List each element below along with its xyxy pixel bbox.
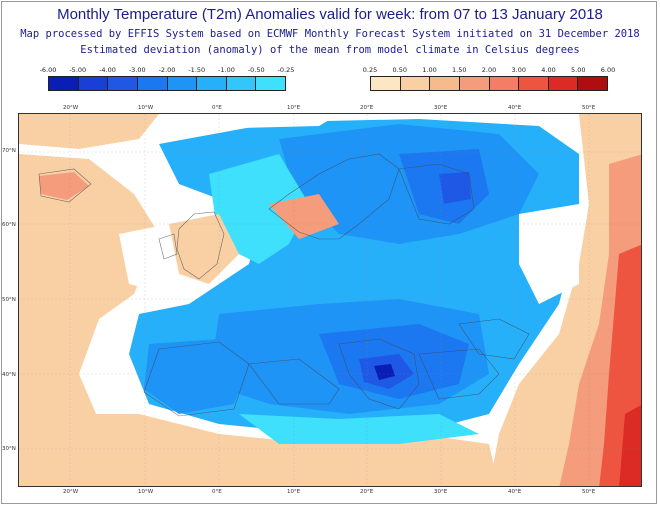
north-africa-warm: [19, 414, 499, 486]
legend-swatch: [137, 77, 168, 90]
legend-swatch: [256, 77, 285, 90]
legend-swatch: [400, 77, 431, 90]
legend-swatch: [49, 77, 79, 90]
longitude-label: 20°W: [63, 489, 79, 495]
legend-tick: 1.50: [452, 66, 467, 74]
longitude-label: 30°E: [434, 489, 448, 495]
longitude-label: 10°W: [138, 105, 154, 111]
legend-tick: -6.00: [39, 66, 57, 74]
legend-tick: 5.00: [571, 66, 586, 74]
legend-tick: 0.50: [392, 66, 407, 74]
legend-cold-ticks: -6.00 -5.00 -4.00 -3.00 -2.00 -1.50 -1.00 -0.50…: [40, 66, 295, 76]
legend-tick: -3.00: [128, 66, 146, 74]
coastlines: [38, 153, 530, 417]
legend-tick: 1.00: [422, 66, 437, 74]
legend-swatch: [459, 77, 490, 90]
legend-swatch: [519, 77, 549, 90]
legend-swatch: [489, 77, 520, 90]
latitude-label: 40°N: [2, 372, 16, 378]
iceland-warm-patch: [39, 172, 89, 200]
legend-swatch: [78, 77, 109, 90]
legend-tick: 2.00: [481, 66, 497, 74]
latitude-label: 50°N: [2, 297, 16, 303]
map-subtitle-units: Estimated deviation (anomaly) of the mea…: [80, 44, 580, 56]
legend-swatch: [578, 77, 607, 90]
longitude-label: 0°E: [212, 105, 222, 111]
longitude-label: 20°E: [360, 489, 374, 495]
map-subtitle-source: Map processed by EFFIS System based on E…: [20, 28, 640, 40]
north-sea-cyan: [209, 154, 309, 264]
atlantic-warm-north: [19, 114, 159, 149]
longitude-label: 20°W: [63, 105, 79, 111]
legend-swatch: [371, 77, 401, 90]
longitude-label: 0°E: [212, 489, 222, 495]
legend-cold-anomalies: -6.00 -5.00 -4.00 -3.00 -2.00 -1.50 -1.00 -0.50…: [40, 66, 295, 94]
legend-tick: 4.00: [541, 66, 556, 74]
legend-swatch: [197, 77, 227, 90]
legend-warm-ticks: 0.25 0.50 1.00 1.50 2.00 3.00 4.00 5.00 6.00: [363, 66, 615, 76]
longitude-label: 50°E: [582, 489, 596, 495]
latitude-label: 60°N: [2, 222, 16, 228]
mediterranean-cyan: [239, 414, 479, 444]
legend-tick: -1.50: [188, 66, 206, 74]
graticule: [19, 114, 641, 486]
longitude-label: 50°E: [582, 105, 596, 111]
legend-swatch: [430, 77, 460, 90]
legend-swatch: [226, 77, 257, 90]
latitude-label: 70°N: [2, 148, 16, 154]
russia-white: [519, 204, 579, 304]
legend-tick: -4.00: [99, 66, 116, 74]
uk-warm: [169, 214, 239, 284]
longitude-label: 10°W: [138, 489, 154, 495]
longitude-label: 30°E: [434, 105, 448, 111]
longitude-label: 40°E: [508, 489, 522, 495]
legend-swatch: [108, 77, 138, 90]
legend-swatch: [167, 77, 198, 90]
legend-cold-colorbar: [48, 76, 286, 91]
anomaly-map-canvas: [19, 114, 641, 486]
legend-warm-anomalies: 0.25 0.50 1.00 1.50 2.00 3.00 4.00 5.00 6.00: [363, 66, 615, 94]
legend-tick: -0.50: [247, 66, 265, 74]
legend-swatch: [548, 77, 579, 90]
balkan-coldest-core: [374, 364, 395, 380]
anomaly-map: [18, 113, 642, 487]
legend-tick: 3.00: [511, 66, 526, 74]
latitude-label: 30°N: [2, 446, 16, 452]
longitude-label: 20°E: [360, 105, 374, 111]
longitude-label: 10°E: [287, 489, 301, 495]
legend-tick: -2.00: [158, 66, 176, 74]
longitude-label: 10°E: [287, 105, 301, 111]
legend-tick: -5.00: [69, 66, 87, 74]
east-hottest-core: [619, 405, 641, 486]
legend-tick: -0.25: [277, 66, 295, 74]
legend-tick: -1.00: [218, 66, 235, 74]
map-title: Monthly Temperature (T2m) Anomalies vali…: [57, 6, 603, 23]
arctic-white: [219, 114, 339, 128]
finland-cold-core: [439, 172, 471, 204]
legend-tick: 6.00: [600, 66, 616, 74]
iberia-cold: [144, 339, 249, 414]
norway-warm: [269, 194, 339, 239]
legend-warm-colorbar: [370, 76, 608, 91]
legend-tick: 0.25: [362, 66, 378, 74]
longitude-label: 40°E: [508, 105, 522, 111]
